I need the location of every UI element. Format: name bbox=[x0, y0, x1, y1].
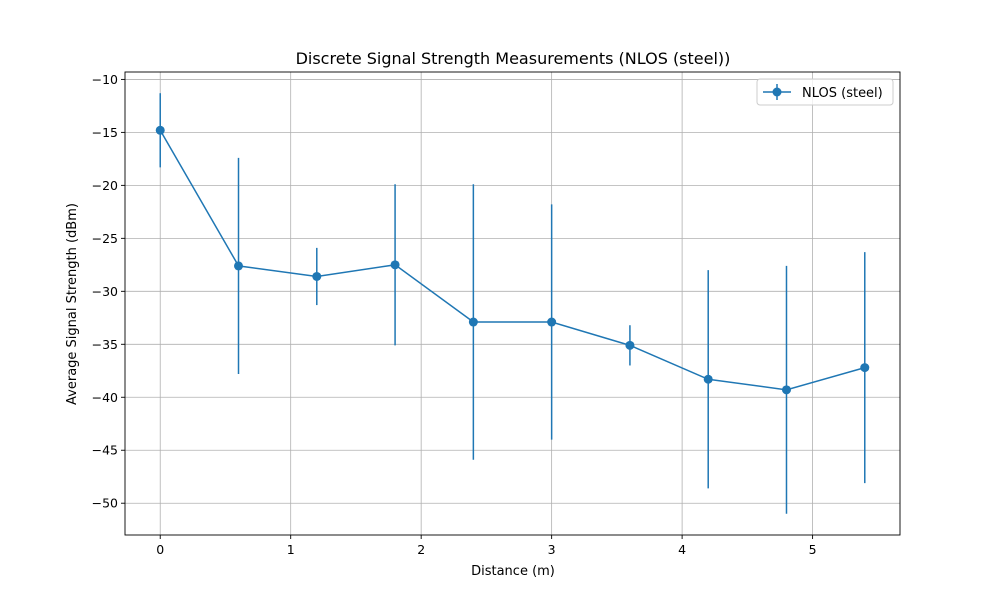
data-point bbox=[547, 317, 557, 327]
y-tick-label: −50 bbox=[92, 496, 118, 511]
error-bars bbox=[159, 93, 866, 514]
data-point bbox=[390, 260, 400, 270]
data-point bbox=[625, 340, 635, 350]
plot-frame bbox=[124, 71, 901, 536]
x-axis: 0 1 2 3 4 5 bbox=[156, 535, 817, 557]
y-tick-label: −20 bbox=[92, 178, 118, 193]
legend-box bbox=[756, 78, 894, 106]
y-tick-label: −15 bbox=[92, 125, 118, 140]
series-line bbox=[159, 129, 865, 391]
y-tick-label: −25 bbox=[92, 231, 118, 246]
y-tick-label: −40 bbox=[92, 390, 118, 405]
data-point bbox=[155, 125, 165, 135]
series-lines bbox=[159, 129, 865, 391]
legend: NLOS (steel) bbox=[756, 78, 894, 106]
legend-marker bbox=[772, 87, 782, 97]
data-point bbox=[860, 363, 870, 373]
x-tick-label: 5 bbox=[809, 542, 817, 557]
y-axis: −50 −45 −40 −35 −30 −25 −20 −15 −10 bbox=[92, 72, 125, 511]
grid bbox=[125, 72, 900, 535]
x-tick-label: 3 bbox=[548, 542, 556, 557]
chart-title: Discrete Signal Strength Measurements (N… bbox=[296, 49, 731, 68]
data-point bbox=[234, 261, 244, 271]
x-tick-label: 0 bbox=[156, 542, 164, 557]
data-point bbox=[703, 374, 713, 384]
x-tick-label: 2 bbox=[417, 542, 425, 557]
y-tick-label: −10 bbox=[92, 72, 118, 87]
y-axis-label: Average Signal Strength (dBm) bbox=[65, 203, 80, 405]
data-points bbox=[155, 125, 870, 395]
data-point bbox=[781, 385, 791, 395]
y-tick-label: −35 bbox=[92, 337, 118, 352]
x-axis-label: Distance (m) bbox=[471, 564, 555, 579]
data-point bbox=[468, 317, 478, 327]
data-point bbox=[312, 271, 322, 281]
y-tick-label: −30 bbox=[92, 284, 118, 299]
x-tick-label: 4 bbox=[678, 542, 686, 557]
y-tick-label: −45 bbox=[92, 443, 118, 458]
x-tick-label: 1 bbox=[287, 542, 295, 557]
legend-label: NLOS (steel) bbox=[802, 86, 883, 101]
